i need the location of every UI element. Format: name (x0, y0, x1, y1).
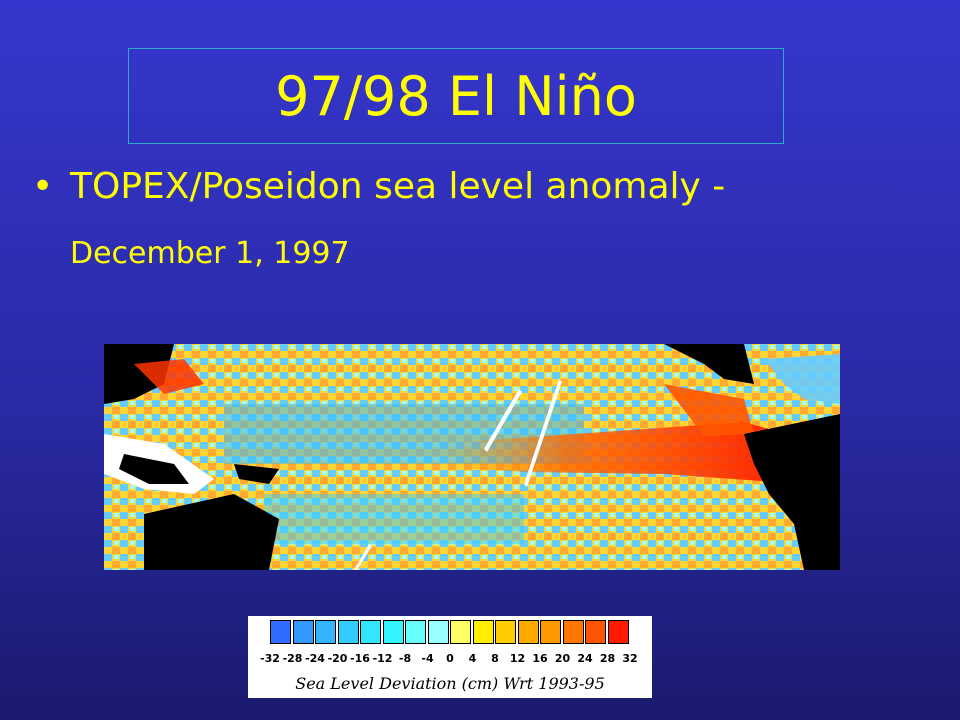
ground-track-3 (354, 544, 372, 570)
bullet-date: December 1, 1997 (70, 236, 350, 271)
slide-title-box: 97/98 El Niño (128, 48, 784, 144)
caribbean-islands (764, 354, 840, 404)
sea-level-anomaly-map (104, 344, 840, 570)
australia-land (144, 494, 279, 570)
legend-swatch (450, 620, 471, 644)
slide-title: 97/98 El Niño (275, 64, 637, 128)
legend-tick-label: -8 (398, 652, 412, 665)
legend-caption: Sea Level Deviation (cm) Wrt 1993-95 (295, 674, 605, 693)
ground-track-1 (484, 389, 522, 452)
central-america-land (664, 344, 754, 384)
legend-tick-label: 12 (509, 652, 526, 665)
legend-swatch (495, 620, 516, 644)
legend-swatch (540, 620, 561, 644)
legend-swatch (607, 620, 629, 644)
legend-swatch (292, 620, 314, 644)
legend-tick-label: 8 (491, 652, 499, 665)
legend-swatch (337, 620, 359, 644)
south-america-land (744, 414, 840, 570)
legend-swatch (585, 620, 606, 644)
legend-swatch (360, 620, 381, 644)
legend-tick-label: -20 (327, 652, 348, 665)
warm-east-coast (664, 384, 754, 436)
legend: -32 -28 -24 -20 -16 -12 -8 -4 0 4 8 12 16 20 24 28 32 Se… (248, 616, 652, 698)
indonesia-land-inner (119, 454, 189, 484)
sea-level-map-image (104, 344, 840, 570)
legend-tick-label: 24 (577, 652, 593, 665)
legend-swatch (382, 620, 404, 644)
new-guinea-land (234, 464, 279, 484)
legend-tick-label: -4 (421, 652, 434, 665)
bullet-dot-icon: • (32, 166, 54, 207)
ground-track-2 (524, 379, 562, 487)
legend-color-scale (270, 620, 630, 644)
legend-swatch (405, 620, 426, 644)
legend-tick-label: 28 (599, 652, 616, 665)
legend-swatch (315, 620, 336, 644)
warm-equatorial-band (434, 422, 804, 484)
legend-swatch (427, 620, 449, 644)
legend-tick-label: 0 (446, 652, 454, 665)
legend-swatch (562, 620, 584, 644)
legend-tick-label: 16 (532, 652, 548, 665)
legend-tick-label: 20 (554, 652, 571, 665)
legend-tick-label: -32 (260, 652, 280, 665)
bullet-text: TOPEX/Poseidon sea level anomaly - (70, 166, 726, 207)
legend-tick-label: -28 (282, 652, 303, 665)
legend-tick-label: 32 (622, 652, 638, 665)
legend-swatch (270, 620, 291, 644)
west-pacific-warm (134, 359, 204, 394)
legend-tick-label: 4 (468, 652, 477, 665)
legend-tick-label: -16 (350, 652, 370, 665)
asia-land (104, 344, 174, 404)
legend-swatch (472, 620, 494, 644)
legend-swatch (517, 620, 539, 644)
cool-band-south (264, 494, 524, 544)
legend-tick-label: -12 (372, 652, 393, 665)
legend-tick-row: -32 -28 -24 -20 -16 -12 -8 -4 0 4 8 12 16 20 24 28 32 (258, 652, 643, 666)
legend-tick-label: -24 (305, 652, 325, 665)
